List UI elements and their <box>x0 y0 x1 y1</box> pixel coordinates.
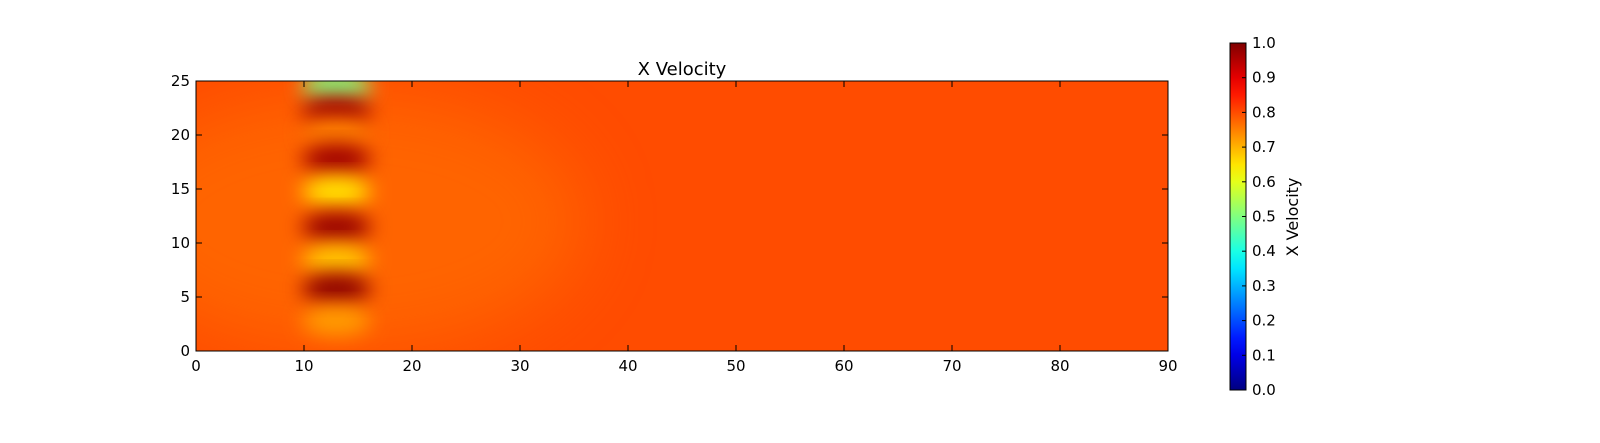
x-tick-label: 0 <box>191 357 201 375</box>
colorbar-tick-label: 0.8 <box>1252 103 1276 121</box>
heatmap-feature-7 <box>301 273 371 303</box>
heatmap-feature-1 <box>301 96 371 126</box>
colorbar-tick-label: 0.5 <box>1252 208 1276 226</box>
heatmap-feature-0 <box>301 81 371 101</box>
colorbar-tick-label: 0.1 <box>1252 346 1276 364</box>
colorbar-ticks: 0.0 0.1 0.2 0.3 0.4 0.5 0.6 0.7 0.8 0.9 1.0 <box>1242 34 1276 399</box>
heatmap-halo <box>196 91 585 351</box>
heatmap-feature-3 <box>301 144 371 174</box>
heatmap-feature-4 <box>301 176 371 206</box>
heatmap-feature-2 <box>301 118 371 148</box>
heatmap-feature-6 <box>301 244 371 274</box>
plot-area: 0 10 20 30 40 50 60 70 80 90 0 5 10 15 20 25 <box>171 72 1178 375</box>
x-tick-label: 70 <box>942 357 961 375</box>
y-axis: 0 5 10 15 20 25 <box>171 72 1168 360</box>
x-tick-label: 50 <box>726 357 745 375</box>
heatmap-features <box>196 81 585 351</box>
y-tick-label: 10 <box>171 234 190 252</box>
x-tick-label: 10 <box>294 357 313 375</box>
colorbar-tick-label: 0.0 <box>1252 381 1276 399</box>
x-axis: 0 10 20 30 40 50 60 70 80 90 <box>191 81 1178 375</box>
y-tick-label: 20 <box>171 126 190 144</box>
colorbar-tick-label: 0.9 <box>1252 69 1276 87</box>
colorbar-tick-label: 0.4 <box>1252 242 1276 260</box>
colorbar: 0.0 0.1 0.2 0.3 0.4 0.5 0.6 0.7 0.8 0.9 1.0 X Velo… <box>1229 34 1302 399</box>
heatmap-feature-5 <box>301 212 371 242</box>
x-tick-label: 80 <box>1050 357 1069 375</box>
y-tick-label: 15 <box>171 180 190 198</box>
colorbar-tick-label: 0.6 <box>1252 173 1276 191</box>
plot-frame <box>195 80 1169 352</box>
x-tick-label: 40 <box>618 357 637 375</box>
colorbar-tick-label: 1.0 <box>1252 34 1276 52</box>
x-tick-label: 20 <box>402 357 421 375</box>
heatmap-feature-8 <box>301 306 371 336</box>
colorbar-tick-label: 0.3 <box>1252 277 1276 295</box>
x-tick-label: 30 <box>510 357 529 375</box>
y-tick-label: 5 <box>180 288 190 306</box>
colorbar-tick-label: 0.2 <box>1252 312 1276 330</box>
x-tick-label: 90 <box>1158 357 1177 375</box>
y-tick-label: 25 <box>171 72 190 90</box>
colorbar-label: X Velocity <box>1283 178 1302 257</box>
x-tick-label: 60 <box>834 357 853 375</box>
chart-title: X Velocity <box>638 59 727 80</box>
y-tick-label: 0 <box>180 342 190 360</box>
colorbar-tick-label: 0.7 <box>1252 138 1276 156</box>
